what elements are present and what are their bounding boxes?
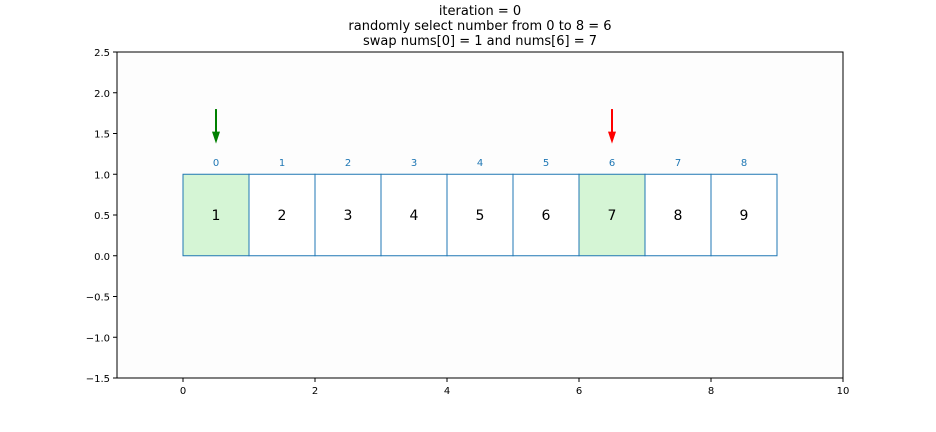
- cell-index-label: 5: [543, 158, 549, 169]
- array-cells: 1 0 2 1 3 2 4 3 5 4 6 5 7 6 8 7 9 8: [182, 158, 778, 257]
- y-tick-label: −1.0: [86, 333, 110, 344]
- x-tick-label: 10: [837, 386, 850, 397]
- y-tick-label: 2.0: [94, 89, 110, 100]
- chart-title-line-1: iteration = 0: [438, 4, 522, 19]
- cell-index-label: 6: [609, 158, 615, 169]
- array-cell: [182, 173, 250, 257]
- y-tick-label: 0.5: [94, 211, 110, 222]
- x-tick-label: 2: [312, 386, 318, 397]
- array-cell: [512, 173, 580, 257]
- chart-title-line-2: randomly select number from 0 to 8 = 6: [348, 19, 612, 34]
- cell-index-label: 1: [279, 158, 285, 169]
- cell-value-label: 8: [674, 208, 683, 224]
- array-cell: [446, 173, 514, 257]
- x-tick-label: 0: [180, 386, 186, 397]
- cell-index-label: 7: [675, 158, 681, 169]
- cell-index-label: 3: [411, 158, 417, 169]
- cell-value-label: 3: [344, 208, 353, 224]
- y-tick-label: 1.0: [94, 170, 110, 181]
- array-cell: [248, 173, 316, 257]
- arrow-head: [608, 131, 616, 144]
- x-axis: 0 2 4 6 8 10: [180, 378, 850, 397]
- x-tick-label: 4: [444, 386, 450, 397]
- cell-index-label: 2: [345, 158, 351, 169]
- cell-value-label: 9: [740, 208, 749, 224]
- y-tick-label: −1.5: [86, 374, 110, 385]
- array-cell: [380, 173, 448, 257]
- cell-value-label: 4: [410, 208, 419, 224]
- pointer-arrows: [212, 109, 616, 144]
- chart-title-line-3: swap nums[0] = 1 and nums[6] = 7: [363, 34, 597, 49]
- array-cell: [644, 173, 712, 257]
- arrow-head: [212, 131, 220, 144]
- cell-index-label: 4: [477, 158, 483, 169]
- cell-index-label: 8: [741, 158, 747, 169]
- y-axis: 2.5 2.0 1.5 1.0 0.5 0.0 −0.5 −1.0 −1.5: [86, 48, 117, 385]
- cell-value-label: 2: [278, 208, 287, 224]
- cell-value-label: 1: [212, 208, 221, 224]
- y-tick-label: 2.5: [94, 48, 110, 59]
- cell-value-label: 6: [542, 208, 551, 224]
- y-tick-label: 1.5: [94, 130, 110, 141]
- x-tick-label: 6: [576, 386, 582, 397]
- y-tick-label: 0.0: [94, 252, 110, 263]
- array-cell: [578, 173, 646, 257]
- cell-index-label: 0: [213, 158, 219, 169]
- cell-value-label: 7: [608, 208, 617, 224]
- x-tick-label: 8: [708, 386, 714, 397]
- y-tick-label: −0.5: [86, 293, 110, 304]
- array-cell: [710, 173, 778, 257]
- cell-value-label: 5: [476, 208, 485, 224]
